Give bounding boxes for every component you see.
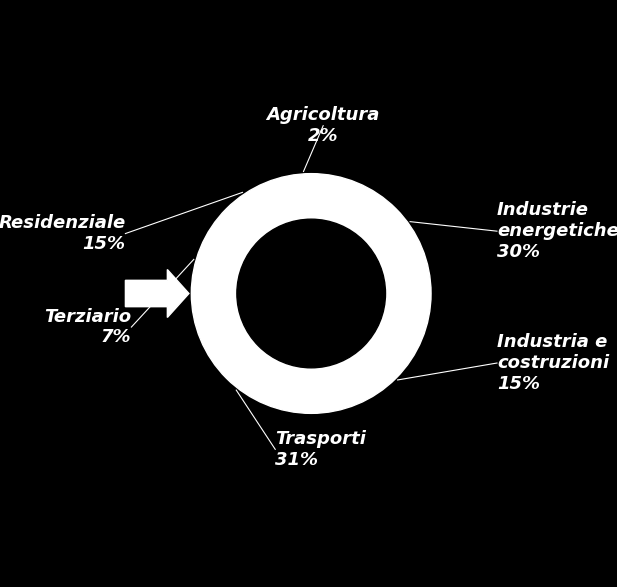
FancyArrow shape	[125, 269, 189, 318]
Text: Terziario
7%: Terziario 7%	[44, 308, 131, 346]
Circle shape	[191, 174, 431, 413]
Text: Agricoltura
2%: Agricoltura 2%	[267, 106, 380, 145]
Circle shape	[237, 219, 386, 368]
Text: Industria e
costruzioni
15%: Industria e costruzioni 15%	[497, 333, 609, 393]
Text: Residenziale
15%: Residenziale 15%	[0, 214, 125, 253]
Text: Industrie
energetiche
30%: Industrie energetiche 30%	[497, 201, 617, 261]
Text: Trasporti
31%: Trasporti 31%	[275, 430, 366, 469]
